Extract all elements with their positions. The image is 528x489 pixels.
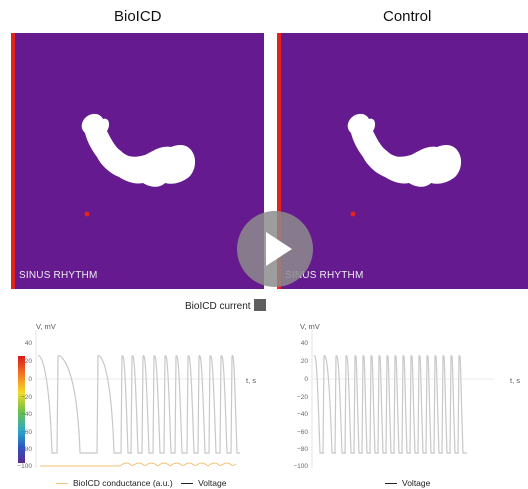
right-y-tick: 0 [304,376,308,383]
bioicd-tissue-view: SINUS RHYTHM [11,33,264,289]
right-y-tick: −40 [296,411,308,418]
left-y-tick: −80 [20,446,32,453]
voltage-legend-swatch [385,483,397,485]
right-y-tick: 40 [300,340,308,347]
rhythm-mode-label: SINUS RHYTHM [19,270,98,281]
bioicd-current-indicator [254,299,266,311]
right-plot-legend: Voltage [385,478,430,488]
right-voltage-trace-plot [311,330,494,468]
conductance-legend-swatch [56,483,68,485]
left-plot-legend: BioICD conductance (a.u.) Voltage [56,478,226,488]
left-y-tick: −100 [17,463,32,470]
control-tissue-view: SINUS RHYTHM [277,33,528,289]
right-y-tick: −80 [296,446,308,453]
right-y-tick: 20 [300,358,308,365]
left-voltage-trace-plot [35,330,240,468]
scar-region [81,113,196,217]
bioicd-conductance-trace [40,462,237,467]
conductance-legend-label: BioICD conductance (a.u.) [73,478,173,488]
right-x-axis-label: t, s [510,376,521,385]
voltage-colorbar [18,356,25,463]
rhythm-mode-label: SINUS RHYTHM [285,270,364,281]
left-x-axis-label: t, s [246,376,257,385]
left-y-tick: −20 [20,394,32,401]
control-panel-title: Control [383,8,432,25]
scar-region [347,113,462,217]
play-button[interactable] [237,211,313,287]
left-y-tick: 40 [24,340,32,347]
right-y-tick: −60 [296,429,308,436]
stimulus-edge [277,33,281,289]
right-y-axis-label: V, mV [300,322,320,331]
voltage-legend-swatch [181,483,194,485]
left-voltage-trace [37,355,240,454]
right-y-tick: −100 [293,463,308,470]
electrode-marker [350,211,356,217]
electrode-marker [84,211,90,217]
voltage-legend-label: Voltage [402,478,431,488]
left-y-tick: −60 [20,429,32,436]
stimulus-edge [11,33,15,289]
right-voltage-trace [313,355,467,454]
left-y-tick: −40 [20,411,32,418]
voltage-legend-label: Voltage [198,478,227,488]
left-y-axis-label: V, mV [36,322,56,331]
bioicd-panel-title: BioICD [114,8,162,25]
right-y-tick: −20 [296,394,308,401]
left-y-tick: 0 [28,376,32,383]
left-y-tick: 20 [24,358,32,365]
bioicd-current-label: BioICD current [185,301,251,312]
